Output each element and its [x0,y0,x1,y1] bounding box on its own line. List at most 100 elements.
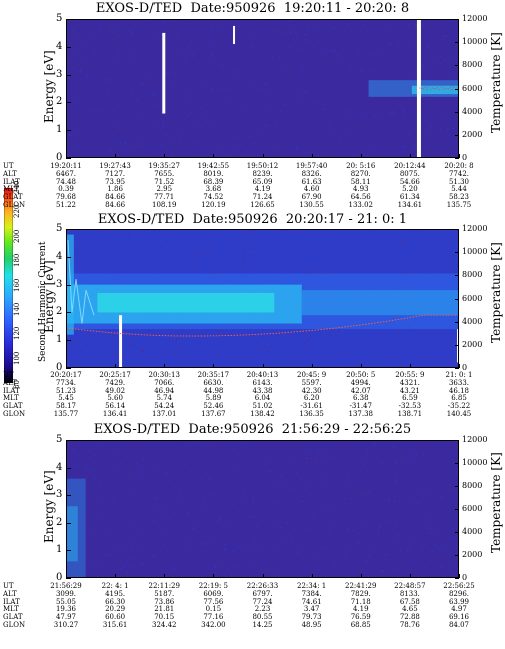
noise-speck [351,347,353,350]
noise-speck [197,24,199,26]
noise-speck [205,329,207,331]
noise-speck [120,141,122,143]
noise-speck [222,330,225,332]
noise-speck [422,63,425,66]
noise-speck [189,461,191,463]
ephemeris-cell: 74.52 [203,193,224,202]
noise-speck [339,139,341,141]
noise-speck [387,506,390,508]
noise-speck [76,134,79,136]
noise-speck [439,74,441,76]
noise-speck [367,449,369,451]
noise-speck [347,528,349,530]
noise-speck [358,49,360,52]
noise-speck [438,479,440,481]
ephemeris-cell: 22: 4: 1 [101,582,129,590]
noise-speck [180,131,182,134]
ephemeris-cell: 42.07 [350,386,371,395]
noise-speck [201,107,203,109]
y-axis-label: Energy [eV] [42,470,56,543]
x-tick-mark [164,574,166,578]
y2-tick-label: 12000 [462,14,488,23]
noise-speck [157,509,159,511]
noise-speck [451,528,454,530]
noise-speck [90,264,92,266]
noise-speck [225,89,227,91]
noise-speck [265,90,267,93]
noise-speck [392,115,394,117]
noise-speck [87,77,89,79]
noise-speck [241,109,244,111]
noise-speck [447,239,450,242]
noise-speck [130,547,133,550]
noise-speck [227,153,230,155]
noise-speck [361,21,363,23]
noise-speck [415,24,417,26]
noise-speck [403,526,405,528]
noise-speck [411,103,413,105]
noise-speck [164,65,167,67]
ephemeris-cell: 133.02 [348,201,374,209]
noise-speck [347,475,349,478]
noise-speck [104,81,106,83]
noise-speck [323,86,325,88]
noise-speck [129,565,132,568]
noise-speck [260,89,262,91]
noise-speck [243,248,246,250]
noise-speck [289,46,291,48]
noise-speck [318,506,320,508]
noise-speck [107,95,109,97]
noise-speck [344,559,347,561]
noise-speck [88,450,90,452]
noise-speck [85,504,87,506]
ephemeris-row-label: ILAT [3,177,20,186]
noise-speck [242,83,245,85]
noise-speck [111,535,113,537]
x-tick-mark [115,574,117,578]
noise-speck [111,151,113,153]
noise-speck [265,569,267,571]
noise-speck [199,126,202,129]
noise-speck [369,475,372,477]
noise-speck [296,473,299,475]
noise-speck [386,26,388,29]
y-tick-mark [66,495,71,497]
noise-speck [347,23,349,25]
noise-speck [211,28,213,30]
noise-speck [430,125,432,127]
noise-speck [302,66,305,68]
noise-speck [197,141,199,144]
noise-speck [201,362,203,364]
noise-speck [171,269,173,271]
noise-speck [368,491,370,493]
ephemeris-cell: 7429. [105,378,126,387]
noise-speck [388,499,390,501]
noise-speck [93,469,95,472]
early-oscillation [67,240,95,324]
noise-speck [449,59,451,62]
colorbar-tick-label: 160 [13,278,21,292]
noise-speck [388,498,390,500]
noise-speck [158,355,160,357]
noise-speck [364,123,366,125]
noise-speck [345,352,347,354]
ephemeris-cell: 7384. [301,589,322,598]
noise-speck [161,21,164,23]
data-gap [119,315,123,368]
noise-speck [192,53,194,55]
noise-speck [84,269,87,271]
noise-speck [194,87,196,89]
noise-speck [280,527,282,529]
noise-speck [315,456,317,458]
noise-speck [324,485,326,487]
colorbar-tick-label: 200 [13,229,21,243]
noise-speck [117,121,119,123]
noise-speck [170,495,173,497]
instrument-label: EXOS-D/TED [95,1,183,16]
noise-speck [279,149,281,152]
ephemeris-cell: 68.85 [350,621,371,629]
noise-speck [333,560,336,562]
noise-speck [187,46,190,49]
noise-speck [276,536,279,538]
noise-speck [220,153,222,155]
